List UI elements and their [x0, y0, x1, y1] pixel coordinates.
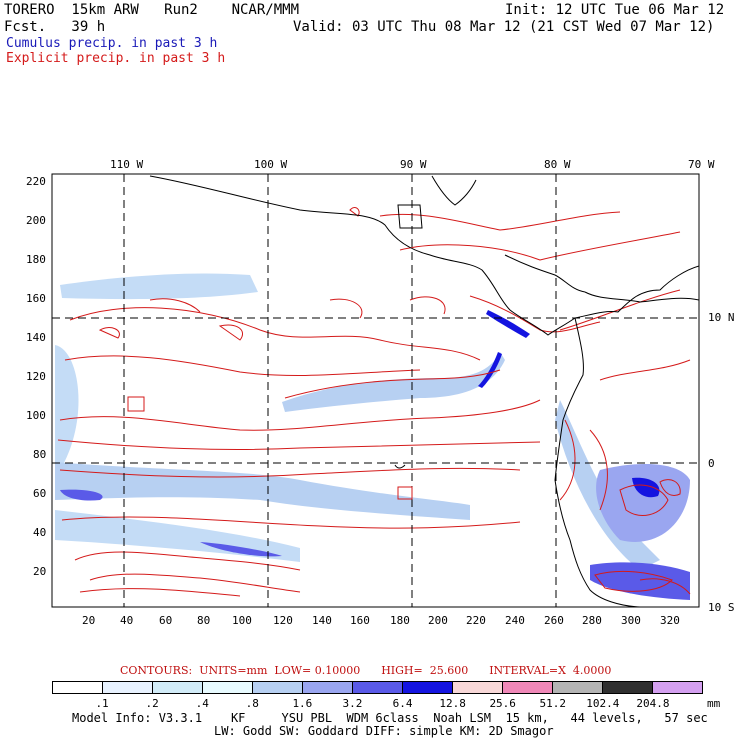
colorbar-cell [453, 682, 503, 693]
x-label: 320 [660, 614, 680, 627]
colorbar-units: mm [707, 697, 721, 710]
colorbar-label: .2 [145, 697, 159, 710]
lon-label-100w: 100 W [254, 158, 288, 171]
domain-box-west [127, 396, 145, 412]
colorbar-label: .4 [195, 697, 209, 710]
domain-box-galapagos [397, 486, 413, 500]
y-label: 100 [26, 409, 46, 422]
y-label: 220 [26, 175, 46, 188]
cumulus-precip-core-1 [60, 489, 103, 501]
x-label: 160 [350, 614, 370, 627]
x-label: 140 [312, 614, 332, 627]
x-label: 60 [159, 614, 173, 627]
cumulus-precip-core-3 [478, 352, 502, 388]
colorbar-label: 51.2 [539, 697, 567, 710]
lat-label-10n: 10 N [708, 311, 735, 324]
colorbar-label: 102.4 [586, 697, 620, 710]
lon-label-70w: 70 W [688, 158, 715, 171]
x-label: 200 [428, 614, 448, 627]
y-label: 20 [33, 565, 47, 578]
x-label: 100 [232, 614, 252, 627]
valid-time: Valid: 03 UTC Thu 08 Mar 12 (21 CST Wed … [293, 19, 715, 35]
y-label: 60 [33, 487, 47, 500]
colorbar-cell [153, 682, 203, 693]
colorbar-cell [353, 682, 403, 693]
init-time: Init: 12 UTC Tue 06 Mar 12 [505, 2, 725, 18]
colorbar-cell [403, 682, 453, 693]
cumulus-precip-peru [590, 562, 690, 600]
colorbar-cell [103, 682, 153, 693]
y-label: 40 [33, 526, 47, 539]
colorbar-cell [203, 682, 253, 693]
forecast-hour: Fcst. 39 h [4, 19, 106, 35]
cumulus-precip-core-2 [200, 542, 282, 557]
y-label: 140 [26, 331, 46, 344]
lon-label-90w: 90 W [400, 158, 427, 171]
x-label: 300 [621, 614, 641, 627]
colorbar-label: 6.4 [392, 697, 413, 710]
x-label: 80 [197, 614, 211, 627]
plot-frame [51, 173, 700, 608]
cumulus-legend: Cumulus precip. in past 3 h [6, 36, 218, 51]
y-label: 160 [26, 292, 46, 305]
x-label: 120 [273, 614, 293, 627]
lon-label-80w: 80 W [544, 158, 571, 171]
cumulus-precip-band-west [55, 345, 79, 470]
x-label: 280 [582, 614, 602, 627]
x-label: 20 [82, 614, 96, 627]
explicit-legend: Explicit precip. in past 3 h [6, 51, 226, 66]
latlon-grid [52, 174, 699, 607]
contour-info: CONTOURS: UNITS=mm LOW= 0.10000 HIGH= 25… [120, 664, 612, 677]
colorbar-cell [253, 682, 303, 693]
x-label: 260 [544, 614, 564, 627]
lat-label-0: 0 [708, 457, 715, 470]
y-label: 80 [33, 448, 47, 461]
cumulus-precip-band-north [60, 273, 258, 300]
colorbar-cell [53, 682, 103, 693]
colorbar-label: 12.8 [439, 697, 466, 710]
x-label: 240 [505, 614, 525, 627]
colorbar-label: 3.2 [342, 697, 363, 710]
cumulus-precip-amazon-core [632, 477, 660, 498]
x-label: 220 [466, 614, 486, 627]
colorbar-label: 1.6 [292, 697, 313, 710]
cumulus-precip-andes [555, 400, 660, 570]
colorbar-label: .8 [245, 697, 259, 710]
colorbar-cell [603, 682, 653, 693]
colorbar [52, 681, 703, 694]
cumulus-precip-amazon [596, 464, 690, 542]
precip-field [55, 175, 699, 607]
explicit-precip-contours [57, 207, 691, 597]
y-label: 200 [26, 214, 46, 227]
lat-label-10s: 10 S [708, 601, 735, 614]
model-title: TORERO 15km ARW Run2 NCAR/MMM [4, 2, 300, 18]
colorbar-cell [503, 682, 553, 693]
colorbar-label: 204.8 [636, 697, 670, 710]
colorbar-label: 25.6 [489, 697, 516, 710]
colorbar-cell [553, 682, 603, 693]
colorbar-cell [653, 682, 702, 693]
colorbar-cell [303, 682, 353, 693]
x-label: 180 [390, 614, 410, 627]
x-label: 40 [120, 614, 134, 627]
y-label: 180 [26, 253, 46, 266]
cumulus-precip-band-mid [282, 352, 505, 412]
physics-info: LW: Godd SW: Goddard DIFF: simple KM: 2D… [214, 724, 554, 738]
lon-label-110w: 110 W [110, 158, 144, 171]
cumulus-precip-panama [486, 310, 530, 338]
colorbar-label: .1 [95, 697, 109, 710]
model-info: Model Info: V3.3.1 KF YSU PBL WDM 6class… [72, 711, 708, 725]
coastline [149, 175, 699, 607]
y-label: 120 [26, 370, 46, 383]
cumulus-precip-band-south [55, 462, 470, 520]
